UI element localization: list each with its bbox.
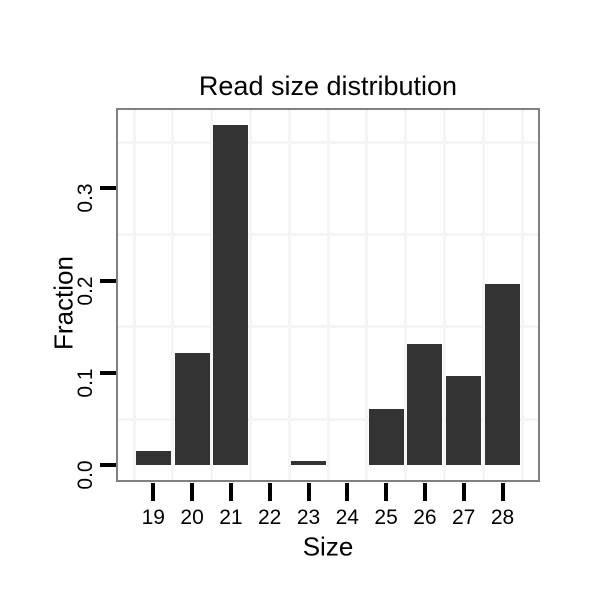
x-tick xyxy=(461,483,466,501)
bar-size-26 xyxy=(407,344,443,466)
y-tick xyxy=(100,371,116,375)
x-tick-label: 22 xyxy=(258,506,282,529)
v-gridline xyxy=(171,110,175,480)
x-tick xyxy=(267,483,272,501)
plot-area xyxy=(118,110,538,480)
y-tick xyxy=(100,186,116,191)
y-tick xyxy=(100,278,116,283)
v-gridline xyxy=(132,110,136,480)
v-gridline xyxy=(365,110,369,480)
y-tick-label: 0.1 xyxy=(74,368,97,398)
v-gridline xyxy=(481,110,485,480)
h-gridline xyxy=(118,325,538,329)
x-tick xyxy=(422,483,427,501)
plot-panel xyxy=(116,108,540,482)
bar-size-25 xyxy=(368,408,404,466)
chart-title: Read size distribution xyxy=(198,71,458,101)
bar-size-20 xyxy=(174,352,210,466)
x-tick-label: 27 xyxy=(452,506,476,529)
bar-size-23 xyxy=(291,460,326,466)
x-tick-label: 25 xyxy=(374,506,398,529)
y-tick-label: 0.0 xyxy=(74,460,97,490)
v-gridline xyxy=(210,110,214,480)
x-tick xyxy=(384,483,389,501)
x-tick-label: 21 xyxy=(219,506,243,529)
bar-size-21 xyxy=(213,124,249,466)
v-gridline xyxy=(520,110,524,480)
x-tick-label: 19 xyxy=(141,506,165,529)
v-gridline xyxy=(326,110,330,480)
x-tick-label: 20 xyxy=(180,506,204,529)
v-gridline xyxy=(442,110,446,480)
bar-size-19 xyxy=(135,450,171,466)
y-tick-label: 0.3 xyxy=(74,183,97,213)
bar-size-28 xyxy=(485,284,520,466)
h-gridline xyxy=(118,233,538,237)
y-tick xyxy=(100,463,116,468)
y-tick-label: 0.2 xyxy=(74,276,97,306)
x-tick-label: 24 xyxy=(335,506,359,529)
x-tick-label: 26 xyxy=(413,506,437,529)
x-tick xyxy=(190,483,195,501)
x-axis-title: Size xyxy=(302,531,354,562)
bar-size-27 xyxy=(446,375,482,466)
x-tick xyxy=(500,483,505,501)
h-gridline xyxy=(118,140,538,144)
x-tick-label: 28 xyxy=(490,506,515,529)
x-tick xyxy=(151,483,156,501)
h-gridline xyxy=(118,417,538,421)
x-tick xyxy=(228,483,233,501)
x-tick xyxy=(306,483,311,501)
v-gridline xyxy=(287,110,291,480)
v-gridline xyxy=(248,110,252,480)
x-tick-label: 23 xyxy=(296,506,321,529)
v-gridline xyxy=(404,110,408,480)
x-tick xyxy=(345,483,350,501)
